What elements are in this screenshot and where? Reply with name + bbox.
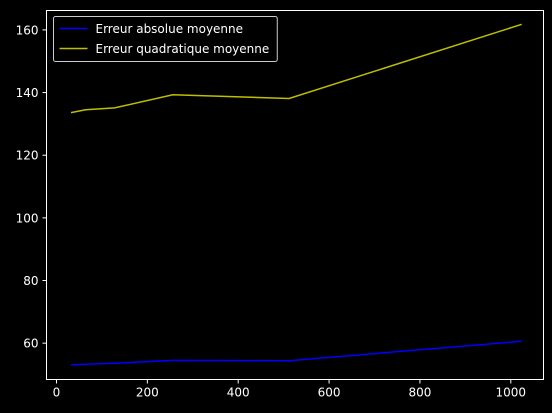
legend-box [53,16,278,62]
series-layer [70,23,522,366]
ticks-layer: 0 200 400 600 800 1000 60 80 100 120 140 160 [16,23,526,399]
x-tick-label-3: 600 [318,386,341,400]
legend: Erreur absolue moyenne Erreur quadratique… [53,16,278,62]
x-tick-label-4: 800 [408,386,431,400]
legend-label-1: Erreur quadratique moyenne [96,42,270,56]
y-tick-label-2: 100 [16,211,39,225]
x-tick-label-1: 200 [136,386,159,400]
y-tick-label-1: 80 [23,274,38,288]
x-tick-label-0: 0 [53,386,61,400]
y-tick-label-4: 140 [16,86,39,100]
y-tick-label-5: 160 [16,23,39,37]
y-tick-label-0: 60 [23,337,38,351]
y-tick-label-3: 120 [16,149,39,163]
legend-label-0: Erreur absolue moyenne [96,22,244,36]
x-tick-label-5: 1000 [496,386,527,400]
axes-frame [46,10,544,380]
series-line-1 [70,23,522,114]
x-tick-label-2: 400 [227,386,250,400]
series-line-0 [70,340,522,366]
